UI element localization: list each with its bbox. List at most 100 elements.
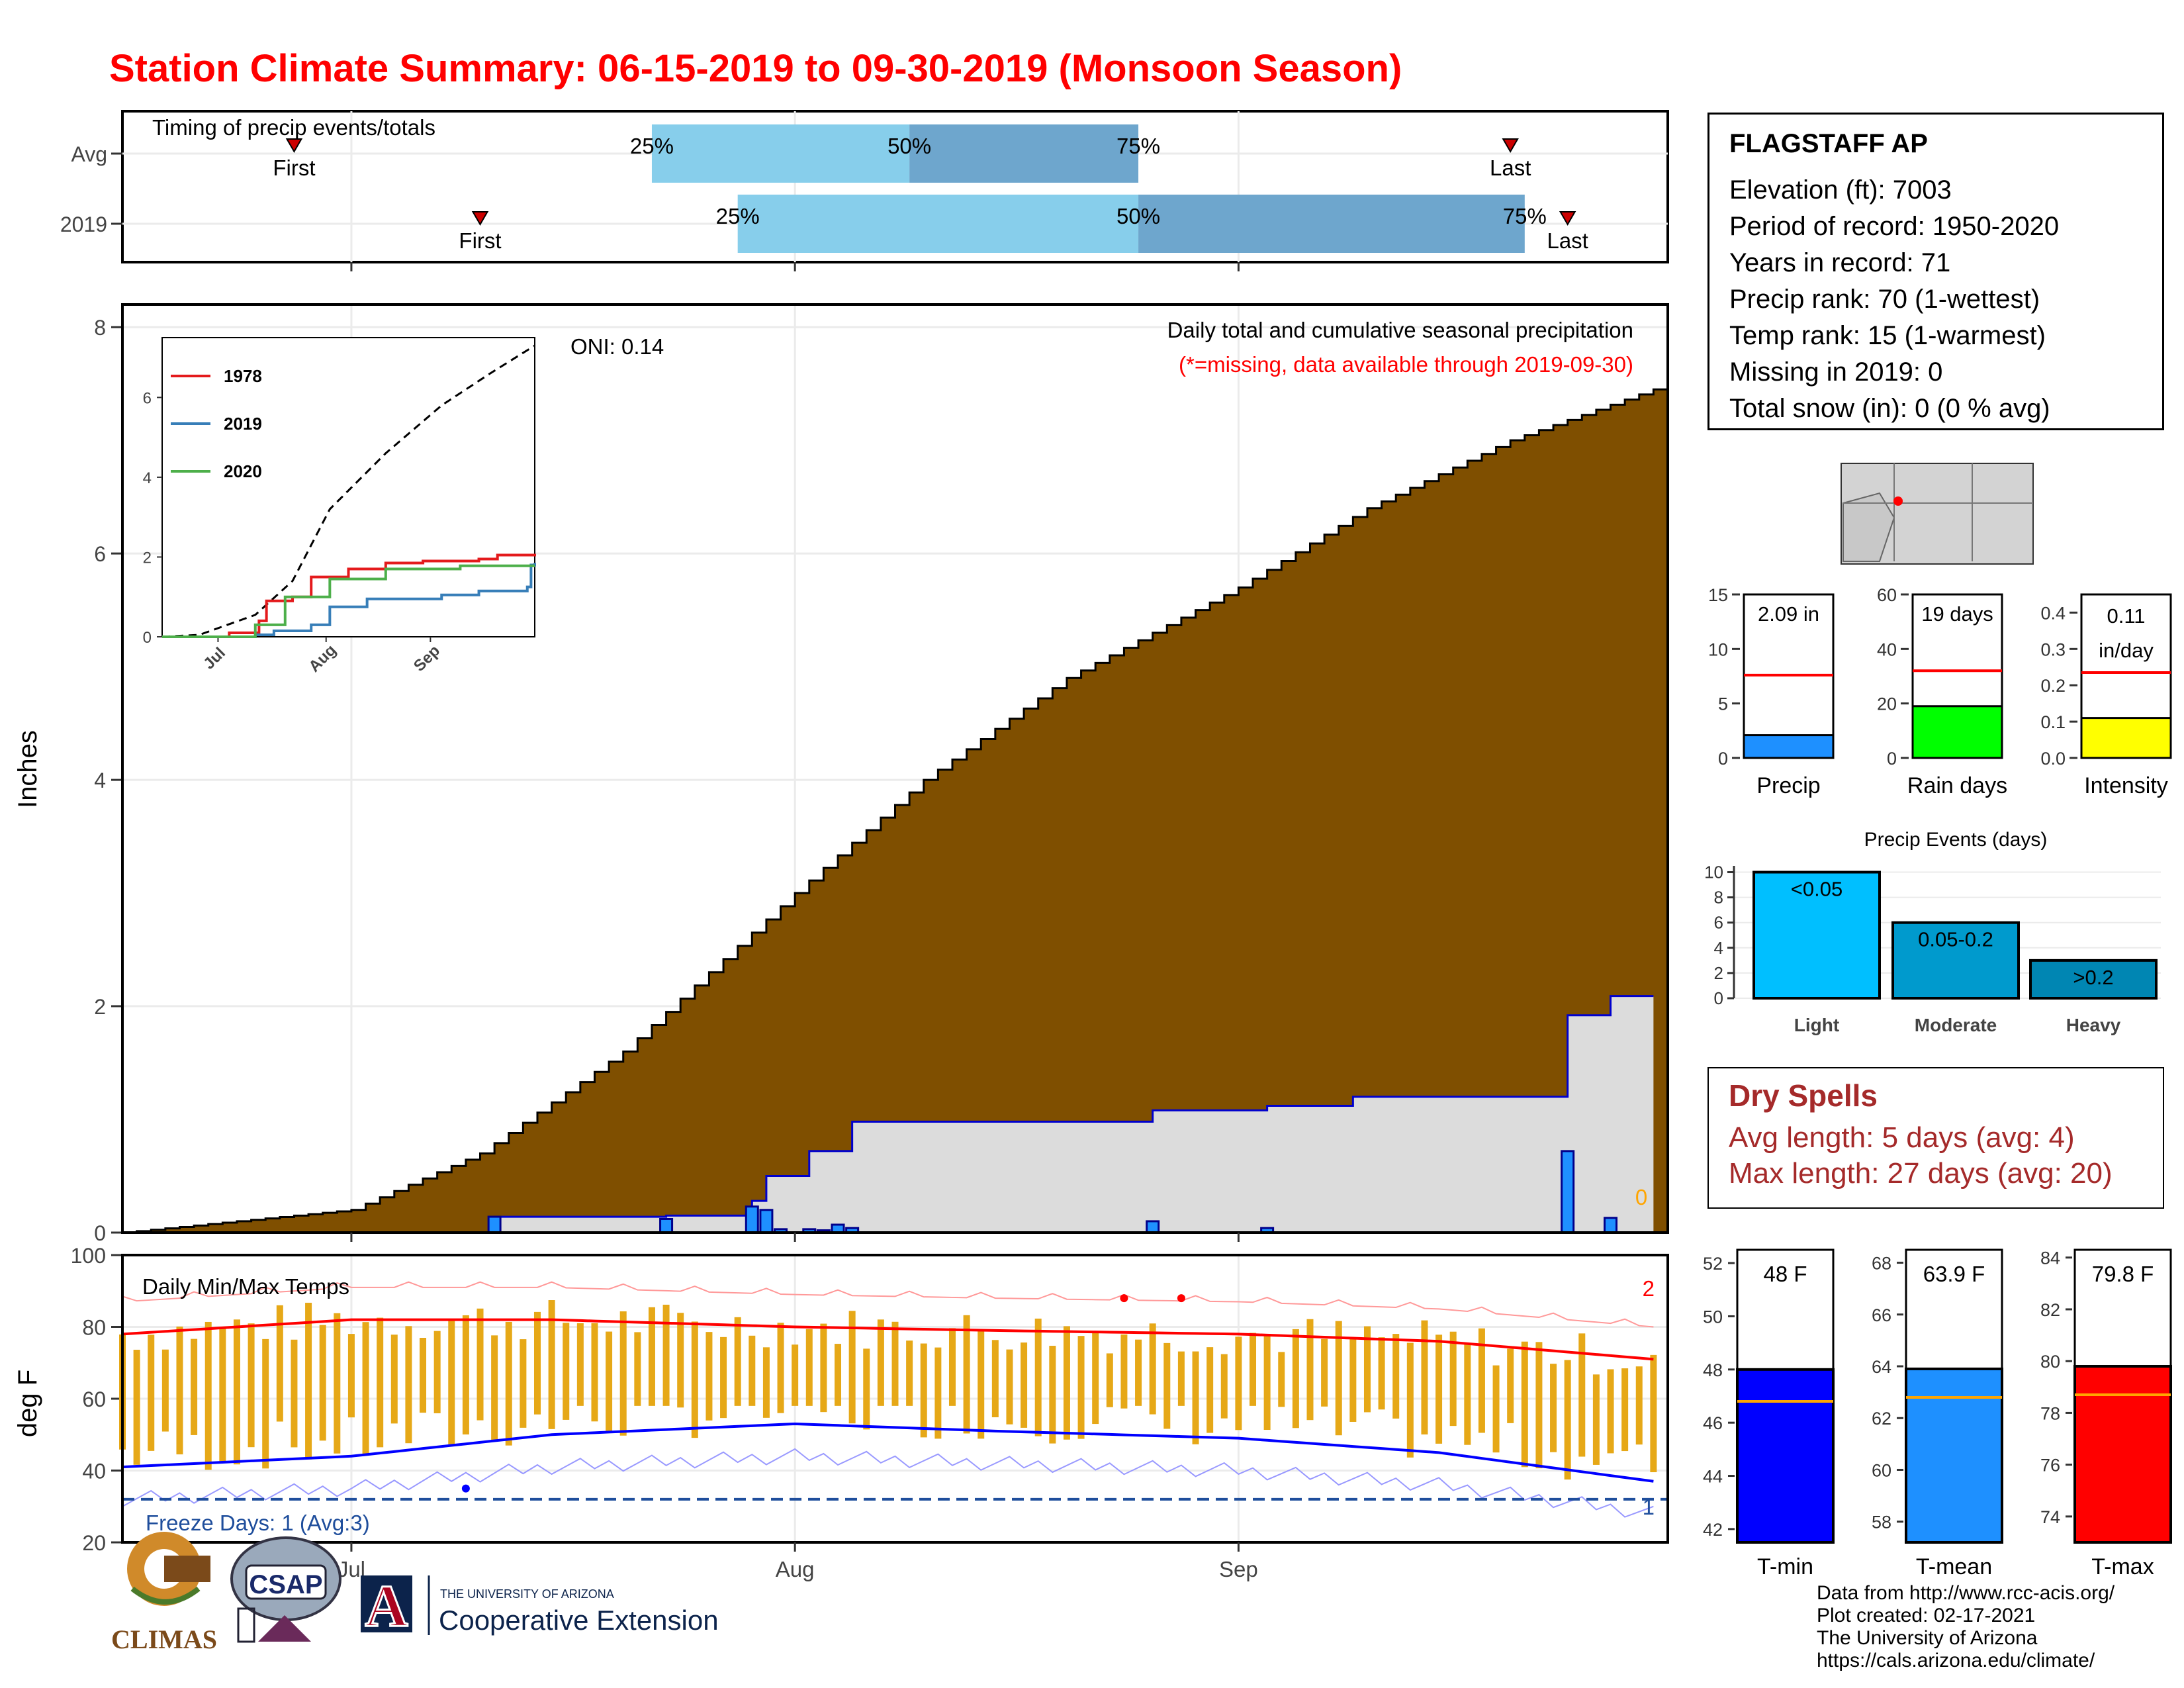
daily-precip-bar bbox=[1146, 1220, 1160, 1234]
daily-temp-bar bbox=[248, 1323, 255, 1448]
daily-temp-bar bbox=[1206, 1347, 1214, 1433]
tempbar-value-T-max: 79.8 F bbox=[2092, 1262, 2154, 1286]
tempbar-value-T-min: 48 F bbox=[1763, 1262, 1807, 1286]
daily-temp-bar bbox=[691, 1321, 698, 1438]
daily-temp-bar bbox=[1621, 1368, 1629, 1452]
summary-y-tick-label: 0.4 bbox=[2040, 603, 2066, 623]
daily-temp-bar bbox=[677, 1313, 684, 1408]
record-high-marker bbox=[1120, 1294, 1128, 1303]
daily-temp-bar bbox=[1578, 1333, 1586, 1457]
tempbar-y-tick-label: 82 bbox=[2040, 1300, 2060, 1320]
climas-text: CLIMAS bbox=[111, 1624, 217, 1654]
temp-y-tick-label: 80 bbox=[82, 1316, 106, 1340]
timing-pct-label: 50% bbox=[887, 134, 931, 158]
timing-box-low bbox=[651, 124, 910, 183]
inset-y-tick-label: 4 bbox=[143, 469, 152, 487]
inset-y-tick-label: 2 bbox=[143, 549, 152, 567]
daily-temp-bar bbox=[1535, 1342, 1543, 1469]
daily-temp-bar bbox=[634, 1332, 641, 1406]
daily-temp-bar bbox=[433, 1331, 441, 1413]
daily-temp-bar bbox=[1521, 1341, 1528, 1468]
daily-temp-bar bbox=[1335, 1321, 1342, 1436]
daily-temp-bar bbox=[1220, 1354, 1228, 1419]
station-missing: Missing in 2019: 0 bbox=[1729, 357, 1943, 387]
ua-logo: A THE UNIVERSITY OF ARIZONA Cooperative … bbox=[361, 1573, 719, 1640]
daily-temp-bar bbox=[520, 1339, 527, 1428]
inset-legend-label: 2020 bbox=[224, 461, 262, 481]
summary-label-Intensity: Intensity bbox=[2084, 773, 2168, 798]
precip-panel: 0 2 4 6 8 Daily total and cumulative seasonal… bbox=[13, 303, 1669, 1245]
daily-temp-bar bbox=[963, 1315, 970, 1434]
daily-precip-bar bbox=[745, 1205, 759, 1234]
precip-y-tick-label: 8 bbox=[94, 316, 106, 340]
events-y-tick-label: 2 bbox=[1714, 963, 1723, 983]
daily-temp-bar bbox=[1278, 1352, 1285, 1407]
summary-value-unit-Intensity: in/day bbox=[2099, 639, 2154, 662]
daily-temp-bar bbox=[1507, 1348, 1514, 1423]
credit-data-source: Data from http://www.rcc-acis.org/ bbox=[1817, 1582, 2115, 1604]
summary-y-tick-label: 0.3 bbox=[2040, 639, 2066, 659]
daily-temp-bar bbox=[176, 1327, 183, 1455]
daily-temp-bar bbox=[533, 1311, 541, 1415]
dry-spells-box: Dry Spells Avg length: 5 days (avg: 4) M… bbox=[1707, 1067, 2164, 1209]
tempbar-label-T-mean: T-mean bbox=[1916, 1554, 1992, 1579]
timing-box-high bbox=[909, 124, 1139, 183]
summary-y-tick-label: 0 bbox=[1887, 749, 1897, 769]
tempbar-y-tick-label: 74 bbox=[2040, 1507, 2060, 1527]
temp-y-tick-label: 40 bbox=[82, 1460, 106, 1483]
tempbar-y-tick-label: 64 bbox=[1872, 1357, 1891, 1377]
summary-y-tick-label: 5 bbox=[1718, 694, 1728, 714]
timing-first-label: First bbox=[459, 228, 501, 253]
daily-temp-bar bbox=[1177, 1351, 1185, 1406]
daily-temp-bar bbox=[762, 1347, 770, 1418]
station-period: Period of record: 1950-2020 bbox=[1729, 212, 2060, 241]
ua-a-letter: A bbox=[365, 1573, 408, 1639]
daily-temp-bar bbox=[420, 1338, 427, 1413]
csap-logo: CSAP bbox=[230, 1536, 341, 1643]
timing-box-high bbox=[1138, 195, 1525, 253]
daily-temp-bar bbox=[777, 1323, 784, 1413]
daily-temp-bar bbox=[591, 1323, 598, 1422]
below-count: 1 bbox=[1643, 1495, 1655, 1519]
precip-y-label: Inches bbox=[13, 730, 42, 808]
daily-temp-bar bbox=[548, 1300, 555, 1429]
daily-temp-bar bbox=[377, 1317, 384, 1448]
daily-temp-bar bbox=[390, 1335, 398, 1424]
events-title: Precip Events (days) bbox=[1864, 829, 2048, 851]
inset-y-tick-label: 0 bbox=[143, 629, 152, 647]
daily-temp-bar bbox=[347, 1334, 355, 1418]
summary-bars-panel: 0 5 10 15 2.09 in Precip 0 20 40 60 19 days Rain da… bbox=[1708, 585, 2172, 798]
daily-temp-bar bbox=[334, 1313, 341, 1454]
credits-block: Data from http://www.rcc-acis.org/ Plot … bbox=[1817, 1582, 2115, 1672]
daily-temp-bar bbox=[1592, 1374, 1600, 1465]
map-region-west bbox=[1843, 492, 1895, 562]
daily-precip-bar bbox=[759, 1209, 774, 1234]
oni-label: ONI: 0.14 bbox=[570, 334, 664, 359]
daily-temp-bar bbox=[505, 1321, 512, 1446]
event-label-Light: Light bbox=[1794, 1015, 1839, 1035]
daily-temp-bar bbox=[262, 1338, 269, 1469]
credit-plot-date: Plot created: 02-17-2021 bbox=[1817, 1605, 2036, 1626]
daily-temp-bar bbox=[477, 1308, 484, 1421]
daily-temp-bar bbox=[891, 1321, 899, 1406]
daily-temp-bar bbox=[705, 1332, 713, 1421]
temp-y-tick-label: 100 bbox=[71, 1244, 106, 1268]
daily-temp-bar bbox=[405, 1326, 412, 1444]
temp-title: Daily Min/Max Temps bbox=[142, 1274, 349, 1299]
daily-temp-bar bbox=[1421, 1320, 1428, 1434]
record-high-marker bbox=[1177, 1294, 1185, 1303]
daily-temp-bar bbox=[276, 1305, 283, 1422]
summary-y-tick-label: 20 bbox=[1877, 694, 1897, 714]
station-elevation: Elevation (ft): 7003 bbox=[1729, 175, 1952, 205]
daily-temp-bar bbox=[1449, 1331, 1457, 1427]
above-count: 2 bbox=[1643, 1276, 1655, 1301]
cumulative-2019-line bbox=[122, 995, 1654, 1234]
summary-value-Precip: 2.09 in bbox=[1758, 602, 1819, 626]
event-range-Heavy: >0.2 bbox=[2073, 966, 2113, 989]
daily-temp-bar bbox=[948, 1328, 956, 1406]
daily-temp-bar bbox=[462, 1315, 469, 1434]
freeze-days-label: Freeze Days: 1 (Avg:3) bbox=[146, 1511, 370, 1535]
daily-temp-bar bbox=[906, 1340, 913, 1406]
precip-subheader: (*=missing, data available through 2019-… bbox=[1179, 352, 1633, 377]
